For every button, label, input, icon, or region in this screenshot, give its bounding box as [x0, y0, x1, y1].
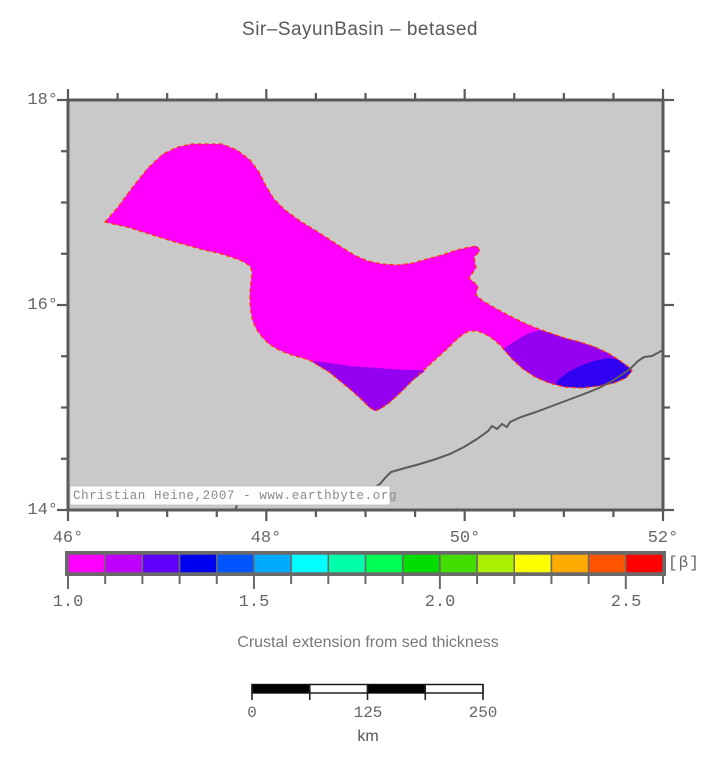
colorbar-segment: [513, 553, 553, 574]
map-frame-ticks: [57, 89, 674, 521]
basin-outline: [103, 143, 633, 412]
colorbar-segment: [550, 553, 590, 574]
colorbar-segment: [587, 553, 627, 574]
x-axis-label-50: 50°: [449, 529, 481, 548]
scalebar-segment: [366, 683, 426, 694]
colorbar-ticks: [67, 575, 664, 589]
colorbar-label-1_5: 1.5: [238, 593, 270, 612]
figure-title: Sir–SayunBasin – betased: [242, 19, 478, 40]
colorbar-segment: [141, 553, 181, 574]
scalebar-segment: [424, 683, 484, 694]
colorbar-segment: [178, 553, 218, 574]
scalebar-unit-km: km: [357, 728, 379, 745]
y-axis-label-16: 16°: [27, 296, 58, 315]
basin-region-low-beta: [105, 144, 632, 411]
figure-caption: Crustal extension from sed thickness: [237, 634, 499, 651]
y-axis-label-18: 18°: [27, 91, 58, 110]
x-axis-label-46: 46°: [52, 529, 84, 548]
scalebar-segment: [309, 683, 369, 694]
colorbar-segment: [364, 553, 404, 574]
colorbar-segment: [67, 553, 106, 574]
colorbar-segment: [290, 553, 330, 574]
copyright-box: [69, 485, 391, 506]
scalebar-label-0: 0: [247, 704, 257, 722]
y-axis-label-14: 14°: [27, 501, 58, 520]
x-axis-label-48: 48°: [250, 529, 282, 548]
colorbar-segment: [104, 553, 144, 574]
basin-region-mid-beta-south: [311, 361, 425, 411]
map-area: [68, 100, 664, 511]
colorbar-segment: [216, 553, 255, 574]
colorbar-border: [65, 551, 666, 576]
colorbar-label-2_5: 2.5: [610, 593, 642, 612]
scalebar-ticks: [251, 684, 484, 700]
colorbar-segment: [625, 553, 664, 574]
colorbar-unit-beta: [β]: [668, 554, 700, 572]
scalebar-label-125: 125: [353, 704, 383, 722]
colorbar: [67, 553, 664, 574]
colorbar-segment: [253, 553, 292, 574]
colorbar-segment: [439, 553, 478, 574]
x-axis-label-52: 52°: [647, 529, 679, 548]
colorbar-segment: [401, 553, 441, 574]
colorbar-segment: [327, 553, 367, 574]
copyright-text: Christian Heine,2007 - www.earthbyte.org: [73, 489, 398, 503]
colorbar-label-1_0: 1.0: [52, 593, 84, 612]
colorbar-segment: [476, 553, 515, 574]
distance-scalebar: [251, 683, 484, 700]
colorbar-label-2_0: 2.0: [424, 593, 456, 612]
scalebar-segment: [251, 683, 311, 694]
scalebar-label-250: 250: [468, 704, 498, 722]
